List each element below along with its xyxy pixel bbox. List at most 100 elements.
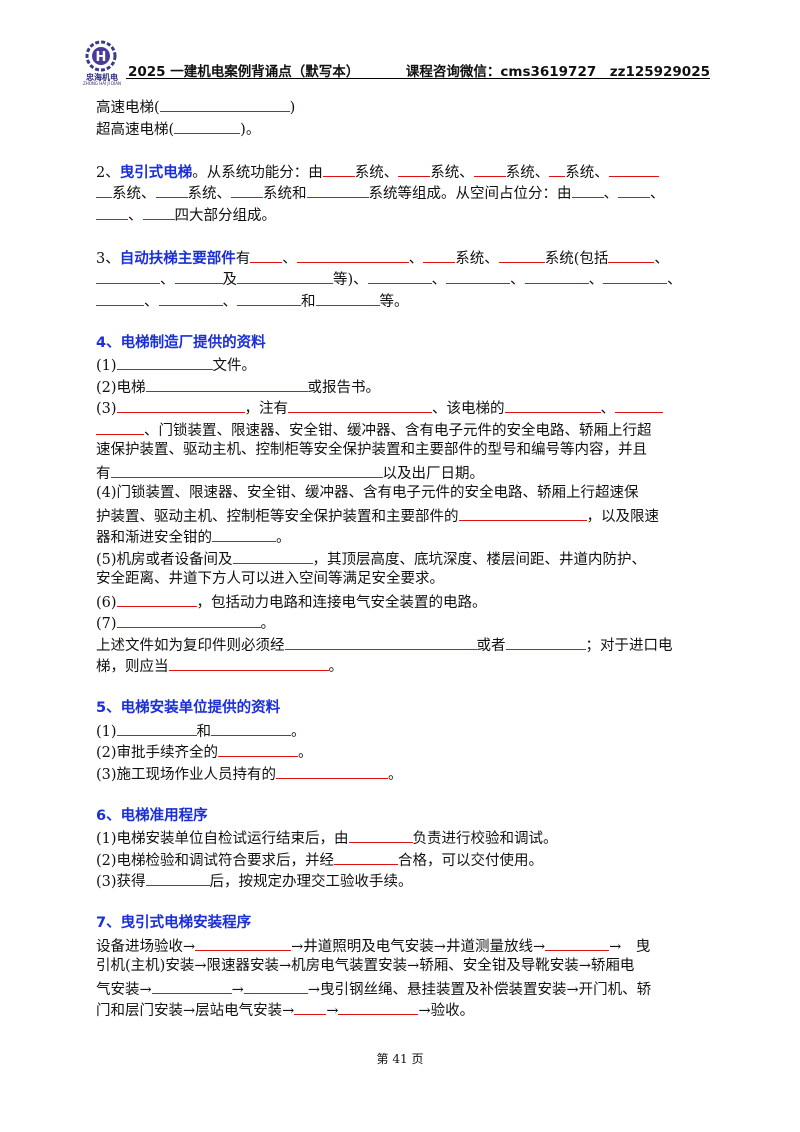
fill-blank[interactable]	[338, 999, 419, 1015]
fill-blank[interactable]	[505, 634, 586, 650]
fill-blank[interactable]	[498, 247, 545, 263]
page-content: 高速电梯() 超高速电梯()。 2、曳引式电梯。从系统功能分：由 系统、 系统、 系统…	[96, 96, 708, 1021]
fill-blank[interactable]	[168, 655, 329, 671]
fill-blank[interactable]	[110, 462, 383, 478]
fill-blank[interactable]	[334, 849, 399, 865]
fill-blank[interactable]	[116, 612, 261, 628]
fill-blank[interactable]	[615, 397, 664, 413]
page-number: 第 41 页	[376, 1052, 424, 1066]
fill-blank[interactable]	[116, 591, 197, 607]
text-line: 上述文件如为复印件则必须经 或者 ；对于进口电	[96, 634, 708, 656]
fill-blank[interactable]	[237, 290, 301, 306]
text-line: 安全距离、井道下方人可以进入空间等满足安全要求。	[96, 571, 444, 587]
fill-blank[interactable]	[288, 397, 433, 413]
fill-blank[interactable]	[458, 505, 587, 521]
text-line: 、及等)、、、、、	[96, 268, 708, 290]
fill-blank[interactable]	[243, 978, 308, 994]
fill-blank[interactable]	[96, 182, 112, 198]
text-line: 护装置、驱动主机、控制柜等安全保护装置和主要部件的 ，以及限速	[96, 505, 708, 527]
fill-blank[interactable]	[603, 268, 668, 284]
text-line: 有以及出厂日期。	[96, 462, 708, 484]
fill-blank[interactable]	[96, 419, 144, 435]
fill-blank[interactable]	[211, 720, 292, 736]
text-line: (7)。	[96, 612, 708, 634]
fill-blank[interactable]	[96, 290, 144, 306]
text-line: (1) 文件。	[96, 354, 708, 376]
text-line: 、门锁装置、限速器、安全钳、缓冲器、含有电子元件的安全电路、轿厢上行超	[96, 419, 708, 441]
fill-blank[interactable]	[232, 548, 313, 564]
highlight-term: 曳引式电梯	[119, 164, 193, 181]
fill-blank[interactable]	[608, 161, 659, 177]
fill-blank[interactable]	[306, 182, 369, 198]
fill-blank[interactable]	[195, 935, 292, 951]
highlight-term: 自动扶梯主要部件	[119, 250, 236, 267]
document-title: 2025 一建机电案例背诵点（默写本）	[128, 64, 360, 80]
text-line: 、、和等。	[96, 290, 708, 312]
fill-blank[interactable]	[96, 204, 128, 220]
text-line: 设备进场验收→ →井道照明及电气安装→井道测量放线→ → 曳	[96, 935, 708, 957]
fill-blank[interactable]	[398, 161, 431, 177]
fill-blank[interactable]	[348, 827, 413, 843]
fill-blank[interactable]	[504, 397, 601, 413]
fill-blank[interactable]	[96, 268, 160, 284]
text-line: (1) 和。	[96, 720, 708, 742]
fill-blank[interactable]	[158, 290, 223, 306]
text-line: (2)审批手续齐全的。	[96, 741, 708, 763]
section-heading: 4、电梯制造厂提供的资料	[96, 334, 266, 351]
text-line: (2)电梯检验和调试符合要求后，并经 合格，可以交付使用。	[96, 849, 708, 871]
logo-subtitle: ZHONG HAI JI DIAN	[82, 81, 122, 86]
fill-blank[interactable]	[250, 247, 283, 263]
text-line: 超高速电梯()。	[96, 118, 708, 140]
fill-blank[interactable]	[212, 526, 276, 542]
text-line: 引机(主机)安装→限速器安装→机房电气装置安装→轿厢、安全钳及导靴安装→轿厢电	[96, 958, 635, 974]
fill-blank[interactable]	[545, 935, 610, 951]
text-line: 梯，则应当。	[96, 655, 708, 677]
fill-blank[interactable]	[571, 182, 604, 198]
fill-blank[interactable]	[151, 978, 232, 994]
text-line: 、四大部分组成。	[96, 204, 708, 226]
fill-blank[interactable]	[116, 720, 197, 736]
text-line: (4)门锁装置、限速器、安全钳、缓冲器、含有电子元件的安全电路、轿厢上行超速保	[96, 485, 639, 501]
fill-blank[interactable]	[618, 182, 650, 198]
fill-blank[interactable]	[116, 354, 213, 370]
fill-blank[interactable]	[218, 741, 299, 757]
fill-blank[interactable]	[145, 376, 308, 392]
page-header: H 忠海机电 ZHONG HAI JI DIAN 2025 一建机电案例背诵点（…	[78, 40, 710, 86]
fill-blank[interactable]	[231, 182, 263, 198]
fill-blank[interactable]	[159, 96, 290, 112]
text-line: 3、自动扶梯主要部件有、、系统、 系统(包括、	[96, 247, 708, 269]
fill-blank[interactable]	[294, 999, 327, 1015]
fill-blank[interactable]	[322, 161, 355, 177]
fill-blank[interactable]	[237, 268, 333, 284]
fill-blank[interactable]	[174, 118, 241, 134]
fill-blank[interactable]	[549, 161, 566, 177]
text-line: 速保护装置、驱动主机、控制柜等安全保护装置和主要部件的型号和编号等内容，并且	[96, 442, 647, 458]
fill-blank[interactable]	[155, 182, 188, 198]
fill-blank[interactable]	[276, 763, 389, 779]
company-logo-icon: H	[85, 40, 117, 72]
text-line: (1)电梯安装单位自检试运行结束后，由 负责进行校验和调试。	[96, 827, 708, 849]
fill-blank[interactable]	[423, 247, 456, 263]
fill-blank[interactable]	[174, 268, 223, 284]
fill-blank[interactable]	[296, 247, 409, 263]
fill-blank[interactable]	[116, 397, 245, 413]
text-line: 2、曳引式电梯。从系统功能分：由 系统、 系统、 系统、 系统、	[96, 161, 708, 183]
fill-blank[interactable]	[142, 204, 175, 220]
text-line: 器和渐进安全钳的。	[96, 526, 708, 548]
fill-blank[interactable]	[145, 870, 210, 886]
fill-blank[interactable]	[608, 247, 655, 263]
text-line: (3)获得 后，按规定办理交工验收手续。	[96, 870, 708, 892]
fill-blank[interactable]	[284, 634, 477, 650]
fill-blank[interactable]	[446, 268, 511, 284]
text-line: 门和层门安装→层站电气安装→ → →验收。	[96, 999, 708, 1021]
text-line: 系统、 系统、 系统和 系统等组成。从空间占位分：由、、	[96, 182, 708, 204]
section-heading: 6、电梯准用程序	[96, 807, 208, 824]
contact-info: 课程咨询微信：cms3619727 zz125929025	[405, 64, 710, 80]
text-line: (6) ，包括动力电路和连接电气安全装置的电路。	[96, 591, 708, 613]
text-line: (3)施工现场作业人员持有的。	[96, 763, 708, 785]
fill-blank[interactable]	[367, 268, 432, 284]
fill-blank[interactable]	[315, 290, 380, 306]
fill-blank[interactable]	[524, 268, 589, 284]
text-line: 高速电梯()	[96, 96, 708, 118]
fill-blank[interactable]	[473, 161, 506, 177]
